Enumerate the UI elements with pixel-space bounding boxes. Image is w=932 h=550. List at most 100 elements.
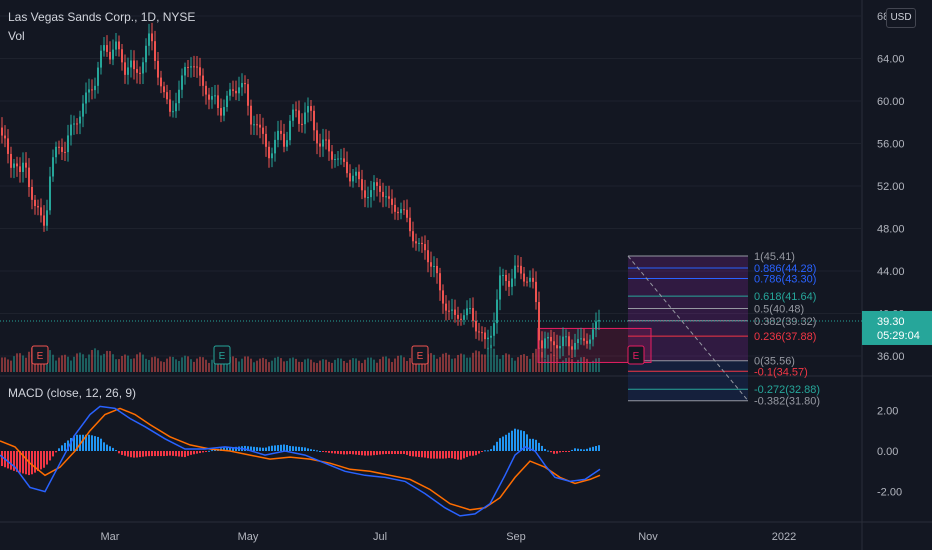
candle-body — [265, 133, 267, 147]
macd-histogram-bar — [544, 448, 546, 451]
macd-histogram-bar — [526, 434, 528, 451]
earnings-marker — [31, 345, 49, 365]
macd-histogram-bar — [475, 451, 477, 456]
candle-body — [571, 346, 573, 350]
volume-bar — [235, 358, 237, 372]
volume-bar — [52, 354, 54, 372]
fibonacci-retracement[interactable]: 1(45.41)0.886(44.28)0.786(43.30) 0.618(41… — [537, 251, 820, 408]
symbol-title[interactable]: Las Vegas Sands Corp., 1D, NYSE — [8, 10, 196, 24]
macd-histogram-bar — [409, 451, 411, 457]
volume-bar — [7, 359, 9, 372]
countdown-label: 05:29:04 — [877, 330, 920, 342]
candle-body — [217, 95, 219, 109]
candle-body — [91, 89, 93, 91]
volume-bar — [142, 354, 144, 372]
candle-body — [112, 49, 114, 60]
volume-bar — [241, 358, 243, 372]
macd-histogram-bar — [130, 451, 132, 458]
candle-body — [424, 244, 426, 251]
macd-histogram-bar — [457, 451, 459, 460]
volume-bar — [100, 355, 102, 372]
macd-histogram-bar — [292, 446, 294, 451]
macd-legend[interactable]: MACD (close, 12, 26, 9) — [8, 386, 137, 400]
macd-histogram-bar — [430, 451, 432, 459]
volume-bar — [547, 354, 549, 372]
candle-body — [58, 146, 60, 148]
macd-histogram-bar — [487, 450, 489, 452]
candle-body — [25, 162, 27, 168]
volume-bar — [82, 354, 84, 372]
volume-bar — [292, 357, 294, 372]
macd-histogram-bar — [418, 451, 420, 457]
volume-bar — [253, 362, 255, 372]
macd-histogram-bar — [211, 450, 213, 452]
macd-histogram-bar — [325, 451, 327, 453]
volume-bar — [310, 359, 312, 372]
volume-bar — [319, 360, 321, 372]
volume-bar — [106, 350, 108, 372]
candle-body — [370, 190, 372, 198]
macd-histogram-bar — [199, 451, 201, 454]
macd-histogram-bar — [364, 451, 366, 456]
volume-bar — [301, 362, 303, 372]
candle-body — [364, 190, 366, 198]
macd-histogram-bar — [391, 451, 393, 455]
candle-body — [463, 315, 465, 320]
volume-bar — [4, 357, 6, 372]
candle-body — [223, 107, 225, 116]
volume-bar — [19, 353, 21, 372]
macd-histogram-bar — [274, 445, 276, 451]
candle-body — [355, 171, 357, 176]
candle-body — [148, 33, 150, 46]
candle-body — [181, 75, 183, 90]
candle-body — [22, 162, 24, 172]
candle-body — [253, 124, 255, 126]
currency-badge[interactable]: USD — [886, 8, 916, 28]
candle-body — [13, 163, 15, 168]
candle-body — [85, 92, 87, 104]
volume-bar — [295, 358, 297, 372]
candle-body — [466, 308, 468, 316]
volume-bar — [571, 359, 573, 372]
macd-histogram-bar — [40, 451, 42, 470]
candle-body — [499, 275, 501, 300]
candle-body — [340, 158, 342, 160]
last-price-tag — [862, 310, 932, 345]
volume-bar — [25, 357, 27, 372]
candle-body — [565, 336, 567, 338]
candle-body — [193, 66, 195, 68]
macd-histogram-bar — [124, 451, 126, 456]
fib-level-label: -0.1(34.57) — [754, 366, 808, 378]
macd-histogram-bar — [196, 451, 198, 454]
volume-bar — [118, 359, 120, 372]
candle-body — [400, 209, 402, 214]
volume-bar — [307, 358, 309, 372]
macd-histogram-bar — [397, 451, 399, 455]
macd-histogram-bar — [349, 451, 351, 455]
candle-body — [115, 41, 117, 50]
axes: 68.0064.0060.0056.0052.0048.0044.0040.00… — [0, 11, 932, 543]
candle-body — [286, 140, 288, 147]
volume-bar — [397, 355, 399, 372]
volume-bar — [448, 354, 450, 372]
fib-zone — [628, 360, 748, 401]
macd-histogram-bar — [145, 451, 147, 457]
macd-histogram-bar — [556, 451, 558, 454]
volume-bar — [508, 354, 510, 372]
candle-body — [37, 206, 39, 208]
macd-histogram-bar — [112, 447, 114, 451]
candle-body — [64, 151, 66, 153]
candle-body — [322, 139, 324, 147]
macd-histogram-bar — [460, 451, 462, 460]
macd-histogram-bar — [529, 438, 531, 451]
candle-body — [478, 331, 480, 333]
macd-histogram-bar — [355, 451, 357, 455]
volume-bar — [463, 354, 465, 372]
candle-body — [382, 191, 384, 197]
candle-body — [121, 49, 123, 63]
candle-body — [127, 67, 129, 75]
candle-body — [331, 151, 333, 160]
volume-label[interactable]: Vol — [8, 29, 25, 43]
